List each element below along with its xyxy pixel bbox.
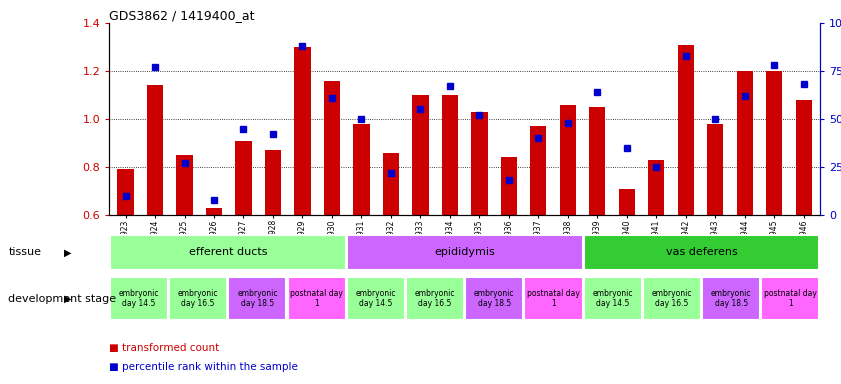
Text: postnatal day
1: postnatal day 1 (290, 289, 343, 308)
Bar (147, 86, 163, 215)
Text: embryonic
day 14.5: embryonic day 14.5 (119, 289, 159, 308)
Text: embryonic
day 16.5: embryonic day 16.5 (652, 289, 692, 308)
Bar (560, 104, 576, 215)
Bar (584, 277, 642, 320)
Bar (584, 235, 819, 270)
Bar (346, 235, 583, 270)
Bar (353, 124, 369, 215)
Bar (346, 277, 405, 320)
Bar (288, 277, 346, 320)
Text: efferent ducts: efferent ducts (188, 247, 267, 258)
Bar (702, 277, 760, 320)
Bar (324, 81, 340, 215)
Text: embryonic
day 16.5: embryonic day 16.5 (415, 289, 455, 308)
Bar (500, 157, 517, 215)
Bar (206, 208, 222, 215)
Bar (110, 277, 168, 320)
Text: vas deferens: vas deferens (666, 247, 738, 258)
Text: ■ percentile rank within the sample: ■ percentile rank within the sample (109, 362, 299, 372)
Bar (737, 71, 753, 215)
Bar (110, 235, 346, 270)
Bar (766, 71, 782, 215)
Text: epididymis: epididymis (434, 247, 495, 258)
Text: embryonic
day 18.5: embryonic day 18.5 (474, 289, 515, 308)
Bar (761, 277, 819, 320)
Bar (265, 150, 281, 215)
Bar (412, 95, 429, 215)
Bar (177, 155, 193, 215)
Text: tissue: tissue (8, 247, 41, 258)
Text: postnatal day
1: postnatal day 1 (764, 289, 817, 308)
Bar (648, 160, 664, 215)
Bar (590, 107, 606, 215)
Text: development stage: development stage (8, 293, 117, 304)
Text: embryonic
day 14.5: embryonic day 14.5 (356, 289, 396, 308)
Text: postnatal day
1: postnatal day 1 (527, 289, 580, 308)
Text: embryonic
day 18.5: embryonic day 18.5 (237, 289, 278, 308)
Text: embryonic
day 18.5: embryonic day 18.5 (711, 289, 751, 308)
Bar (525, 277, 583, 320)
Bar (471, 112, 488, 215)
Bar (619, 189, 635, 215)
Text: embryonic
day 14.5: embryonic day 14.5 (592, 289, 633, 308)
Bar (531, 126, 547, 215)
Bar (678, 45, 694, 215)
Bar (169, 277, 227, 320)
Text: ▶: ▶ (64, 293, 71, 304)
Text: ■ transformed count: ■ transformed count (109, 343, 220, 353)
Text: embryonic
day 16.5: embryonic day 16.5 (178, 289, 219, 308)
Bar (406, 277, 464, 320)
Bar (294, 47, 310, 215)
Bar (465, 277, 523, 320)
Text: GDS3862 / 1419400_at: GDS3862 / 1419400_at (109, 9, 255, 22)
Bar (442, 95, 458, 215)
Bar (383, 152, 399, 215)
Bar (707, 124, 723, 215)
Bar (229, 277, 287, 320)
Bar (796, 100, 812, 215)
Bar (118, 169, 134, 215)
Text: ▶: ▶ (64, 247, 71, 258)
Bar (235, 141, 251, 215)
Bar (643, 277, 701, 320)
